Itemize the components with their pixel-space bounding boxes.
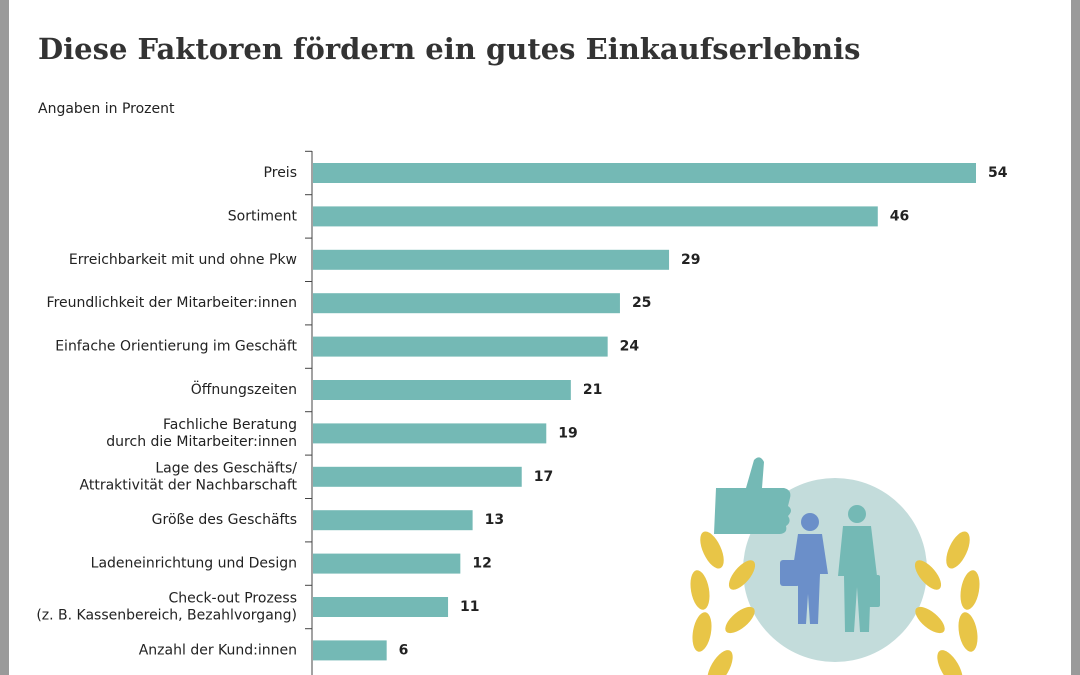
bar (313, 163, 976, 183)
bar (313, 423, 547, 444)
y-tick-label: Check-out Prozess (168, 591, 297, 607)
y-tick-label: Ladeneinrichtung und Design (91, 556, 297, 572)
chart-title: Diese Faktoren fördern ein gutes Einkauf… (38, 32, 860, 66)
value-label: 46 (890, 208, 909, 224)
bar (313, 597, 449, 617)
y-tick-label: Sortiment (228, 208, 298, 224)
bar (313, 553, 461, 574)
bar (313, 206, 878, 227)
illustration (690, 457, 980, 675)
value-label: 25 (632, 295, 651, 311)
value-label: 21 (583, 382, 602, 398)
chart-subtitle: Angaben in Prozent (38, 101, 175, 117)
value-label: 13 (485, 512, 504, 528)
value-label: 54 (988, 165, 1008, 181)
bar (313, 640, 387, 661)
y-tick-label: Fachliche Beratung (163, 417, 297, 433)
bar (313, 466, 522, 487)
bar (313, 249, 670, 270)
frame-right (1071, 0, 1080, 675)
y-tick-label: durch die Mitarbeiter:innen (106, 434, 297, 450)
y-tick-label: Öffnungszeiten (191, 380, 297, 398)
y-tick-label: Erreichbarkeit mit und ohne Pkw (69, 252, 297, 268)
y-tick-label: Anzahl der Kund:innen (139, 642, 297, 658)
y-tick-label: Einfache Orientierung im Geschäft (55, 339, 297, 355)
y-tick-label: Lage des Geschäfts/ (155, 460, 297, 476)
bar (313, 336, 608, 357)
bar (313, 380, 571, 400)
value-label: 6 (399, 642, 409, 658)
y-tick-label: (z. B. Kassenbereich, Bezahlvorgang) (36, 608, 297, 624)
y-tick-label: Attraktivität der Nachbarschaft (80, 477, 298, 493)
y-tick-label: Preis (264, 165, 297, 181)
y-tick-label: Größe des Geschäfts (152, 512, 297, 528)
value-label: 29 (681, 252, 700, 268)
value-label: 11 (460, 599, 479, 615)
value-label: 12 (472, 556, 491, 572)
value-label: 17 (534, 469, 553, 485)
frame-left (0, 0, 9, 675)
value-label: 24 (620, 339, 640, 355)
y-tick-label: Freundlichkeit der Mitarbeiter:innen (47, 295, 297, 311)
bar (313, 293, 620, 314)
bar (313, 510, 473, 531)
value-label: 19 (558, 425, 577, 441)
